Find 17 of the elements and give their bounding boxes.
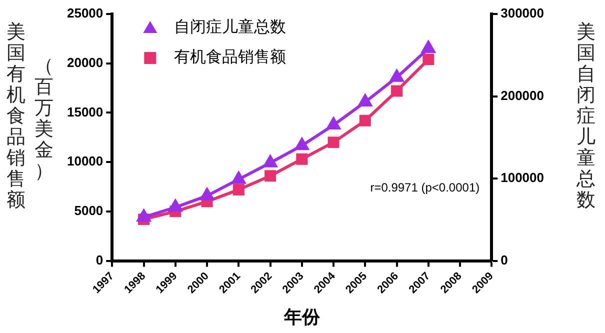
x-axis-title: 年份 xyxy=(282,307,321,328)
y-tick-label: 25000 xyxy=(66,6,104,21)
text: （百万美金） xyxy=(34,55,54,182)
annotation: r=0.9971 (p<0.0001) xyxy=(370,180,480,194)
y2-tick-label: 0 xyxy=(500,252,508,268)
text: 美国自闭症儿童总数 xyxy=(576,21,596,211)
y-tick-label: 5000 xyxy=(74,202,104,218)
legend-label: 有机食品销售额 xyxy=(174,47,286,66)
y-tick-label: 15000 xyxy=(66,104,104,120)
y2-tick-label: 100000 xyxy=(500,170,544,186)
y2-tick-label: 300000 xyxy=(500,6,544,21)
text: 美国有机食品销售额 xyxy=(6,21,26,211)
y-tick-label: 10000 xyxy=(66,154,104,169)
y2-tick-label: 200000 xyxy=(500,88,544,103)
y-tick-label: 0 xyxy=(96,252,104,268)
y-tick-label: 20000 xyxy=(66,54,104,70)
legend-label: 自闭症儿童总数 xyxy=(174,17,286,36)
